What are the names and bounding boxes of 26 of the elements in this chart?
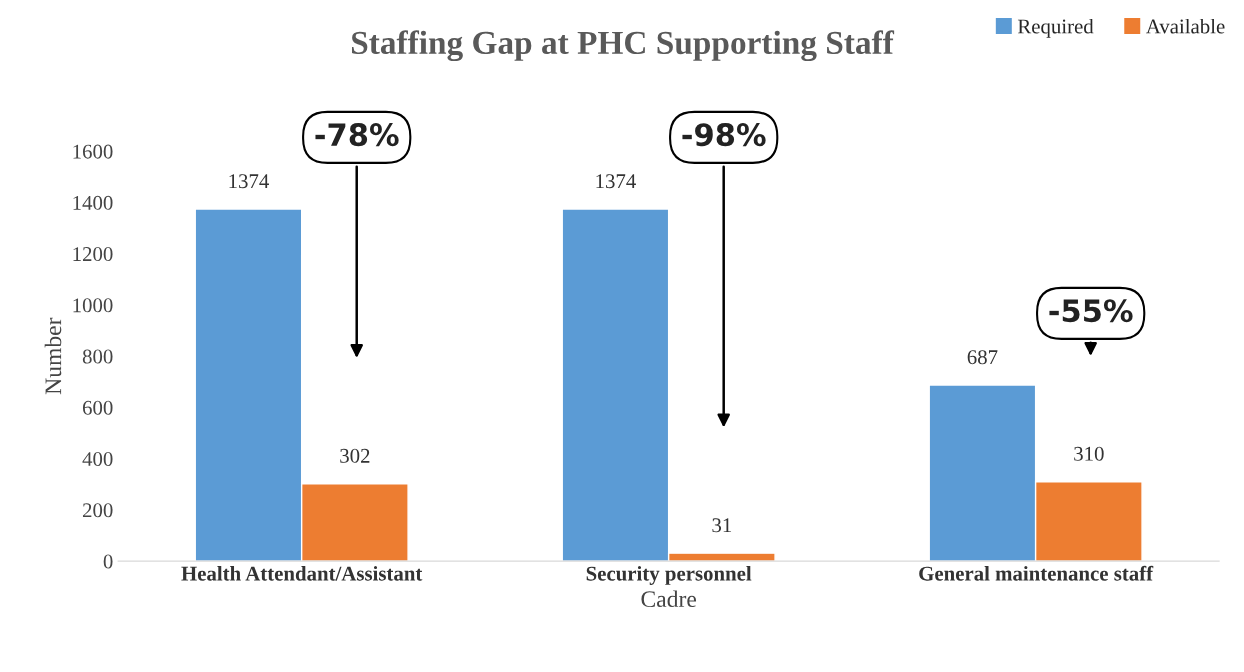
y-axis-title: Number xyxy=(44,317,62,395)
y-tick-label: 0 xyxy=(103,554,113,569)
x-tick-label: Health Attendant/Assistant xyxy=(181,565,423,581)
annotation: -55% xyxy=(1049,299,1133,323)
data-label: 687 xyxy=(967,350,998,365)
y-tick-label: 600 xyxy=(82,400,113,415)
y-tick-label: 1200 xyxy=(73,247,113,262)
y-tick-label: 1400 xyxy=(73,195,113,210)
chart-title: Staffing Gap at PHC Supporting Staff xyxy=(352,30,895,62)
y-tick-label: 1000 xyxy=(73,298,113,313)
y-tick-label: 1600 xyxy=(73,144,113,159)
legend-label: Available xyxy=(1146,18,1225,34)
y-tick-label: 800 xyxy=(82,349,113,364)
legend-label: Required xyxy=(1017,18,1094,38)
text: -78% xyxy=(315,123,399,147)
y-tick-label: 200 xyxy=(82,503,113,518)
data-label: 31 xyxy=(712,518,732,533)
data-label: 1374 xyxy=(229,174,269,189)
text: -98% xyxy=(682,123,766,147)
data-label: 302 xyxy=(340,448,370,463)
data-label: 310 xyxy=(1074,446,1104,461)
x-tick-label: General maintenance staff xyxy=(919,565,1154,581)
x-axis-title: Cadre xyxy=(641,590,697,608)
data-label: 1374 xyxy=(596,174,636,189)
x-tick-label: Security personnel xyxy=(586,565,752,585)
y-tick-label: 400 xyxy=(82,452,113,467)
